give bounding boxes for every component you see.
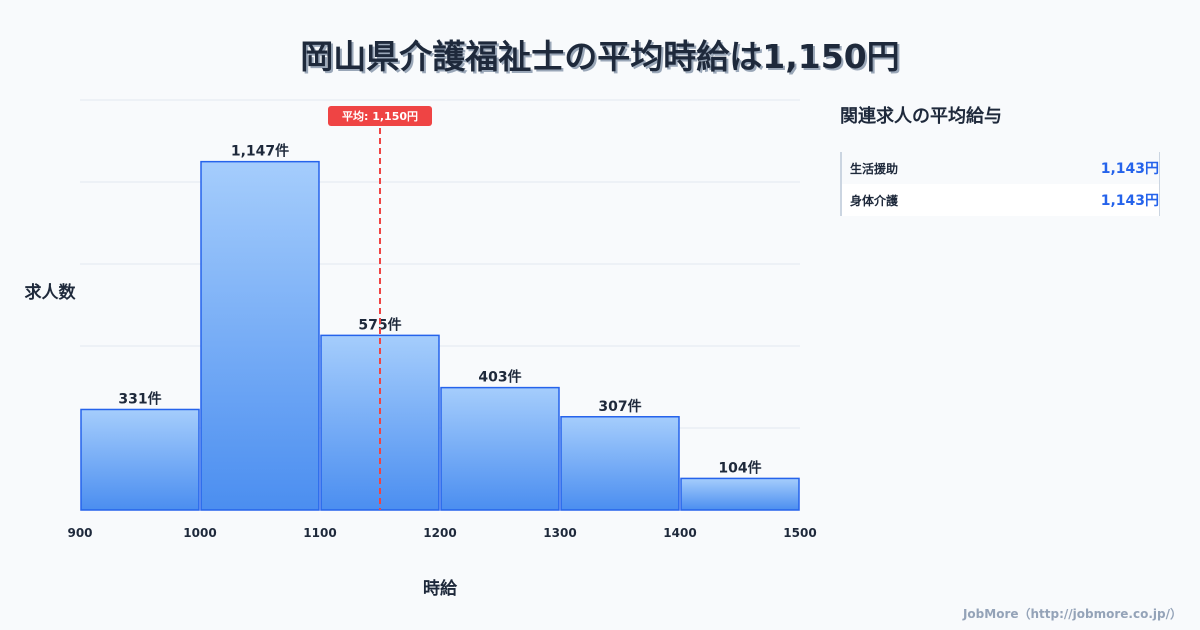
- histogram-bar: [80, 408, 200, 511]
- x-tick-label: 1100: [303, 526, 336, 540]
- bar-value-label: 1,147件: [231, 143, 289, 160]
- mean-label: 平均: 1,150円: [342, 109, 418, 123]
- x-tick-label: 1500: [783, 526, 816, 540]
- bar-value-label: 307件: [598, 398, 641, 415]
- x-tick-label: 1300: [543, 526, 576, 540]
- page-title: 岡山県介護福祉士の平均時給は1,150円: [300, 37, 900, 76]
- histogram-bar: [200, 160, 320, 511]
- bar-value-label: 104件: [718, 459, 761, 476]
- x-tick-label: 1000: [183, 526, 216, 540]
- job-wage: 1,143円: [1100, 193, 1159, 209]
- related-panel: 関連求人の平均給与 生活援助 1,143円 身体介護 1,143円: [840, 102, 1160, 216]
- related-table: 生活援助 1,143円 身体介護 1,143円: [840, 152, 1160, 216]
- job-name: 生活援助: [850, 161, 899, 176]
- x-tick-label: 1200: [423, 526, 456, 540]
- related-row: 身体介護 1,143円: [842, 184, 1159, 216]
- bar-value-label: 575件: [358, 316, 401, 333]
- x-axis-label: 時給: [423, 578, 458, 599]
- histogram-bar: [680, 477, 800, 511]
- histogram-bar: [440, 386, 560, 511]
- job-name: 身体介護: [850, 193, 899, 208]
- histogram-bar: [560, 416, 680, 511]
- x-tick-label: 1400: [663, 526, 696, 540]
- mean-badge: [328, 106, 432, 126]
- bar-value-label: 403件: [478, 369, 521, 386]
- footer-credit: JobMore（http://jobmore.co.jp/）: [962, 607, 1182, 621]
- bar-value-label: 331件: [118, 390, 161, 407]
- x-tick-label: 900: [67, 526, 92, 540]
- related-row: 生活援助 1,143円: [842, 152, 1159, 184]
- related-heading: 関連求人の平均給与: [840, 106, 1002, 127]
- y-axis-label: 求人数: [25, 282, 77, 303]
- job-wage: 1,143円: [1100, 161, 1159, 177]
